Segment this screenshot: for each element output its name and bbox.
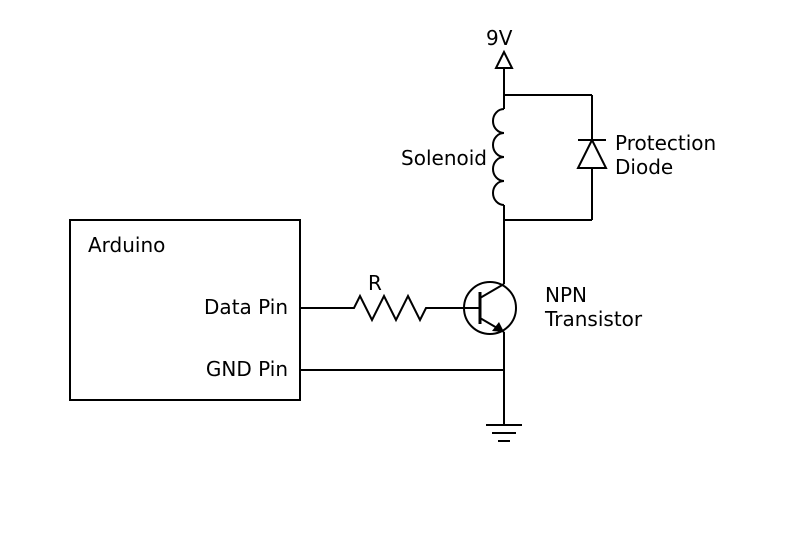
transistor-label-2: Transistor	[544, 307, 643, 331]
ground-symbol	[486, 425, 522, 441]
supply-symbol	[496, 52, 512, 68]
gnd-pin-label: GND Pin	[206, 357, 288, 381]
protection-diode-branch	[504, 95, 606, 220]
solenoid-symbol	[493, 95, 504, 220]
arduino-title: Arduino	[88, 233, 165, 257]
resistor-label: R	[368, 271, 382, 295]
npn-transistor	[464, 282, 516, 334]
diode-label-1: Protection	[615, 131, 716, 155]
resistor-symbol	[345, 296, 430, 320]
supply-label: 9V	[486, 26, 513, 50]
data-pin-label: Data Pin	[204, 295, 288, 319]
transistor-label-1: NPN	[545, 283, 587, 307]
circuit-diagram: Arduino Data Pin GND Pin R NPN Transisto…	[0, 0, 800, 536]
diode-label-2: Diode	[615, 155, 673, 179]
solenoid-label: Solenoid	[401, 146, 487, 170]
